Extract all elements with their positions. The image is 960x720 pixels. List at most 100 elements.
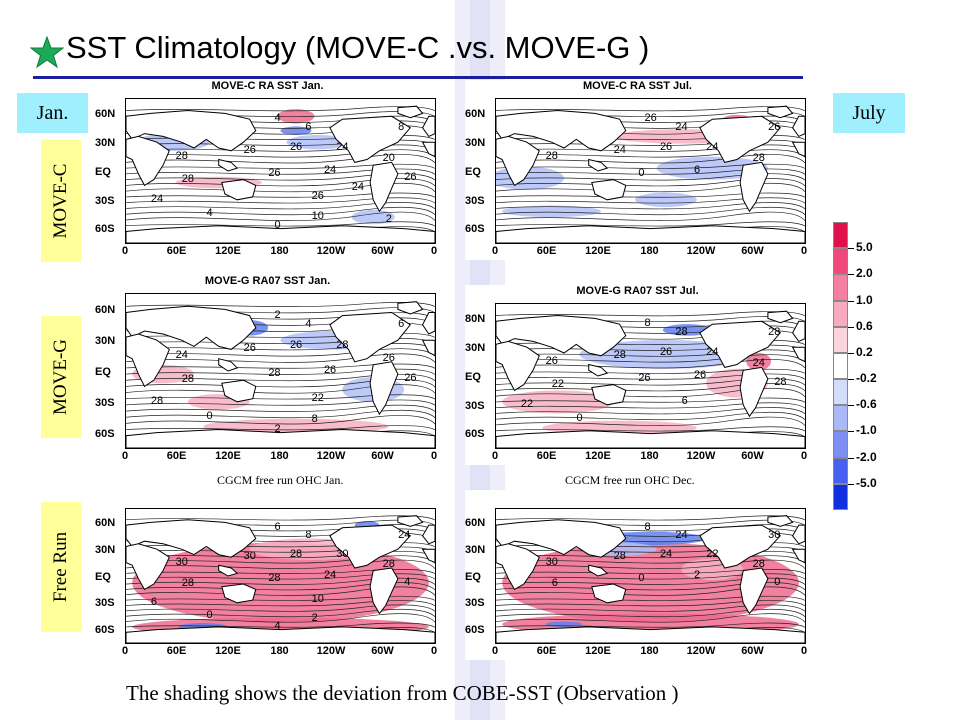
contour-label: 28 [175, 149, 188, 162]
longitude-tick-label: 120E [585, 245, 611, 257]
contour-label: 28 [382, 558, 395, 571]
colorbar-segment [833, 483, 848, 510]
latitude-tick-label: 30N [95, 543, 116, 556]
contour-label: 26 [311, 189, 324, 202]
continent-8 [126, 626, 435, 643]
latitude-tick-label: EQ [465, 165, 481, 178]
isotherm-line [496, 402, 805, 409]
deviation-shading-3 [502, 205, 602, 218]
longitude-tick-label: 0 [430, 645, 438, 657]
latitude-tick-label: 30S [465, 194, 485, 207]
contour-label: 30 [175, 555, 188, 568]
contour-label: 0 [274, 218, 281, 231]
longitude-tick-label: 120W [686, 450, 716, 462]
isotherm-line [496, 173, 805, 181]
continent-6 [591, 384, 627, 406]
contour-label: 8 [644, 520, 651, 533]
sst-map: 6 8 24 28 30 30 28 30 28 24 28 4 6 10 0 2 4 [125, 508, 436, 644]
contour-label: 24 [323, 569, 337, 581]
colorbar-tick [848, 457, 854, 459]
contour-label: 24 [659, 547, 673, 560]
isotherm-line [496, 622, 805, 628]
continent-0 [329, 115, 412, 163]
map-graphic [126, 301, 435, 448]
continent-2 [496, 314, 627, 357]
latitude-tick-label: 30N [465, 342, 486, 355]
longitude-tick-label: 60W [371, 645, 394, 657]
isotherm-line [126, 379, 435, 388]
contour-label: 26 [768, 120, 781, 133]
map-panel-g_jul: MOVE-G RA07 SST Jul. 8 28 28 24 26 28 26 24 26 26 2… [465, 285, 810, 465]
map-graphic [126, 515, 435, 643]
contour-label: 24 [675, 528, 688, 541]
isotherm-line [496, 383, 805, 392]
panel-title: MOVE-G RA07 SST Jan. [204, 275, 331, 287]
contour-label: 24 [351, 181, 364, 194]
colorbar-segment [833, 405, 848, 432]
isotherm-line [496, 573, 805, 580]
contour-label: 24 [336, 140, 349, 153]
latitude-tick-label: EQ [95, 570, 111, 583]
isotherm-line [126, 394, 435, 400]
isotherm-line [496, 211, 805, 221]
continent-7 [588, 363, 609, 377]
latitude-tick-label: 60N [95, 108, 116, 121]
longitude-tick-label: 180 [270, 645, 289, 657]
contour-label: 22 [311, 391, 324, 404]
isotherm-line [126, 168, 435, 175]
latitude-tick-label: 30S [95, 194, 115, 207]
contour-label: 28 [268, 571, 281, 584]
isotherm-line [126, 613, 435, 623]
contour-label: 6 [150, 595, 158, 608]
contour-label: 4 [404, 575, 411, 588]
colorbar-segment [833, 352, 848, 380]
isotherm-line [126, 163, 435, 169]
continent-0 [329, 524, 412, 569]
contour-label: 26 [638, 371, 651, 384]
contour-label: 26 [289, 140, 303, 153]
contour-label: 2 [311, 611, 318, 624]
latitude-tick-label: 30N [465, 543, 486, 556]
longitude-tick-label: 60E [166, 245, 187, 257]
isotherm-line [126, 106, 435, 112]
continent-0 [699, 320, 782, 368]
contour-label: 26 [268, 166, 281, 179]
map-panel-f_dec: 8 24 30 28 30 28 24 22 0 2 6 0 60N 30N EQ 30S 60S 0 60E 120… [465, 490, 810, 660]
isotherm-line [496, 582, 805, 591]
colorbar-segment [833, 248, 848, 275]
latitude-tick-label: 60S [95, 624, 115, 637]
latitude-tick-label: 30S [465, 597, 485, 610]
caption-free-run-jan: CGCM free run OHC Jan. [217, 473, 344, 487]
continent-5 [421, 339, 435, 357]
isotherm-line [126, 374, 435, 382]
continent-7 [218, 358, 239, 372]
isotherm-line [496, 207, 805, 216]
latitude-tick-label: EQ [95, 165, 111, 178]
isotherm-line [496, 577, 805, 585]
panel-title: MOVE-C RA SST Jan. [211, 80, 324, 92]
isotherm-line [496, 202, 805, 210]
latitude-tick-label: 60S [465, 624, 485, 637]
contour-label: 22 [551, 377, 565, 390]
isotherm-line [126, 515, 435, 521]
longitude-tick-label: 0 [121, 645, 129, 657]
contour-label: 26 [644, 112, 657, 125]
contour-label: 8 [311, 413, 318, 426]
continent-4 [496, 135, 540, 187]
isotherm-line [496, 600, 805, 607]
isotherm-line [496, 182, 805, 193]
contour-label: 28 [675, 325, 688, 338]
contour-label: 28 [752, 152, 765, 165]
contour-label: 8 [644, 317, 651, 330]
contour-label: 28 [545, 149, 558, 162]
isotherm-line [496, 221, 805, 227]
contour-label: 4 [274, 112, 281, 125]
isotherm-line [496, 178, 805, 187]
contour-label: 28 [768, 325, 781, 338]
contour-label: 6 [551, 577, 558, 590]
contour-label: 10 [311, 593, 324, 606]
isotherm-line [496, 416, 805, 426]
isotherm-line [496, 559, 805, 569]
continent-7 [218, 564, 239, 577]
continent-1 [739, 567, 769, 615]
